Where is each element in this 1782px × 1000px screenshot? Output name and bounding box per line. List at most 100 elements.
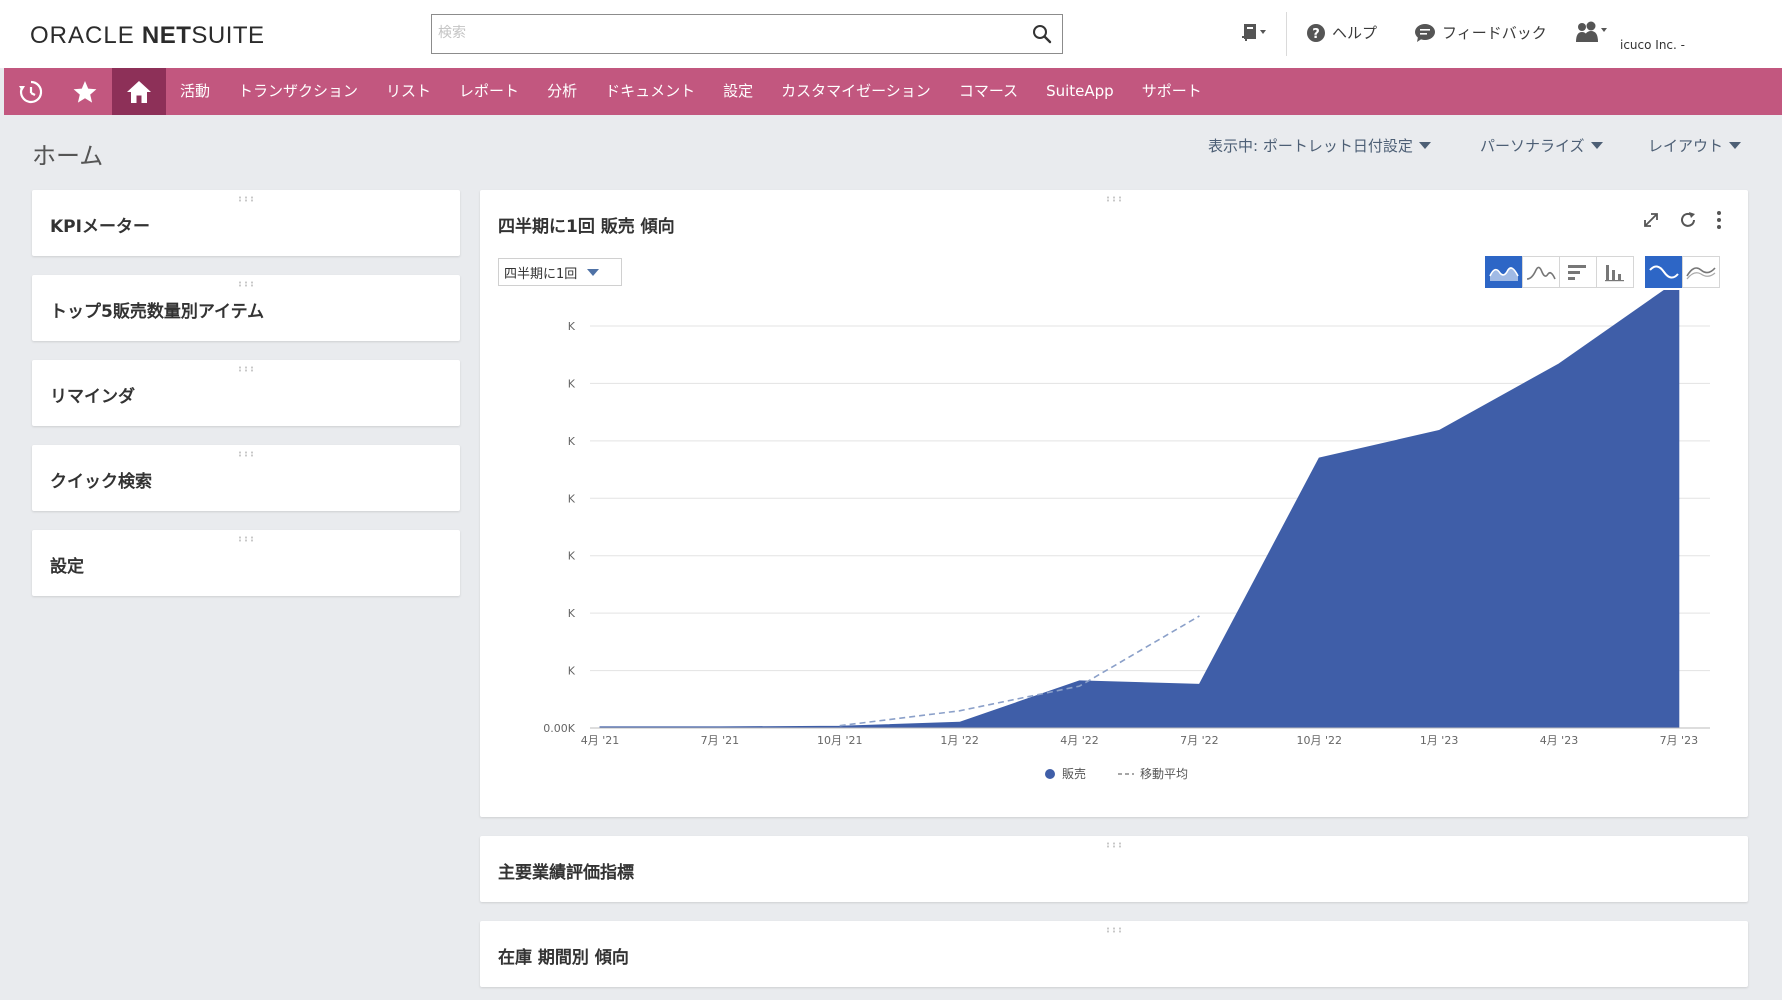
nav-suiteapp[interactable]: SuiteApp (1046, 82, 1114, 100)
help-label: ヘルプ (1332, 24, 1378, 42)
bar-horizontal-button[interactable] (1559, 256, 1597, 288)
y-tick-label: K (568, 665, 576, 678)
main-nav-bar: 活動 トランザクション リスト レポート 分析 ドキュメント 設定 カスタマイゼ… (4, 68, 1782, 115)
period-select-value: 四半期に1回 (504, 266, 578, 282)
portlet-title: トップ5販売数量別アイテム (50, 302, 265, 322)
bar-vertical-button[interactable] (1596, 256, 1634, 288)
search-icon[interactable] (1032, 24, 1052, 44)
nav-transactions[interactable]: トランザクション (238, 82, 359, 100)
global-search-input[interactable] (432, 15, 1012, 51)
page-title: ホーム (32, 142, 104, 170)
nav-analytics[interactable]: 分析 (547, 82, 578, 100)
portlet-sales-trend: 四半期に1回 販売 傾向 四半期に1回 (480, 190, 1748, 817)
y-tick-label: K (568, 607, 576, 620)
recent-records-menu[interactable] (1240, 22, 1270, 44)
role-menu[interactable] (1574, 20, 1610, 44)
portlet-kpi[interactable]: 主要業績評価指標 (480, 836, 1748, 902)
portlet-title: KPIメーター (50, 217, 150, 237)
caret-down-icon (587, 268, 600, 276)
view-date-settings-label: 表示中: ポートレット日付設定 (1208, 137, 1413, 155)
company-name: icuco Inc. - (1620, 38, 1685, 52)
expand-icon[interactable] (1642, 211, 1660, 229)
smooth-area-button[interactable] (1682, 256, 1720, 288)
portlet-title: クイック検索 (50, 472, 152, 492)
feedback-label: フィードバック (1442, 24, 1547, 42)
view-date-settings-menu[interactable]: 表示中: ポートレット日付設定 (1208, 135, 1431, 156)
drag-handle-icon[interactable] (1105, 927, 1123, 933)
nav-customization[interactable]: カスタマイゼーション (781, 82, 931, 100)
star-icon (73, 80, 97, 103)
line-chart-button[interactable] (1522, 256, 1560, 288)
legend-sales-label: 販売 (1062, 766, 1086, 781)
portlet-title: 在庫 期間別 傾向 (498, 948, 629, 968)
refresh-icon[interactable] (1678, 210, 1698, 230)
x-tick-label: 1月 '23 (1420, 734, 1459, 747)
y-tick-label: K (568, 492, 576, 505)
nav-commerce[interactable]: コマース (958, 82, 1019, 100)
svg-text:?: ? (1312, 27, 1320, 42)
home-icon (127, 80, 151, 103)
more-options-icon[interactable] (1716, 210, 1722, 230)
portlet-title: 設定 (50, 557, 84, 577)
nav-setup[interactable]: 設定 (723, 82, 754, 100)
area-chart-button[interactable] (1485, 256, 1523, 288)
portlet-toolbar (1642, 210, 1722, 230)
x-tick-label: 4月 '23 (1540, 734, 1579, 747)
caret-down-icon (1418, 142, 1431, 149)
header-divider (1286, 12, 1287, 56)
help-link[interactable]: ? ヘルプ (1306, 22, 1377, 43)
x-tick-label: 10月 '21 (817, 734, 863, 747)
feedback-link[interactable]: フィードバック (1414, 22, 1547, 43)
portlet-title: 主要業績評価指標 (498, 863, 634, 883)
caret-down-icon (1590, 142, 1603, 149)
portlet-title: リマインダ (50, 387, 135, 407)
drag-handle-icon[interactable] (237, 281, 255, 287)
column-chart-icon (1605, 265, 1624, 282)
drag-handle-icon[interactable] (1105, 196, 1123, 202)
personalize-label: パーソナライズ (1480, 137, 1585, 155)
nav-activities[interactable]: 活動 (180, 82, 211, 100)
y-tick-label: 0.00K (543, 722, 575, 735)
nav-lists[interactable]: リスト (386, 82, 432, 100)
home-button[interactable] (112, 68, 166, 115)
history-icon (19, 80, 43, 103)
horizontal-bar-chart-icon (1568, 265, 1586, 280)
caret-down-icon (1729, 142, 1742, 149)
line-chart-icon (1526, 266, 1556, 280)
layout-label: レイアウト (1648, 137, 1724, 155)
nav-reports[interactable]: レポート (459, 82, 520, 100)
x-tick-label: 1月 '22 (940, 734, 979, 747)
global-search-box (431, 14, 1063, 54)
drag-handle-icon[interactable] (237, 196, 255, 202)
y-tick-label: K (568, 435, 576, 448)
drag-handle-icon[interactable] (237, 366, 255, 372)
new-record-icon (1242, 24, 1266, 41)
portlet-reminders[interactable]: リマインダ (32, 360, 460, 426)
chart-type-switcher (1485, 256, 1720, 288)
nav-documents[interactable]: ドキュメント (605, 82, 696, 100)
smooth-line-button[interactable] (1645, 256, 1683, 288)
portlet-settings[interactable]: 設定 (32, 530, 460, 596)
drag-handle-icon[interactable] (1105, 842, 1123, 848)
drag-handle-icon[interactable] (237, 451, 255, 457)
layout-menu[interactable]: レイアウト (1648, 135, 1742, 156)
drag-handle-icon[interactable] (237, 536, 255, 542)
portlet-top5-items[interactable]: トップ5販売数量別アイテム (32, 275, 460, 341)
personalize-menu[interactable]: パーソナライズ (1480, 135, 1603, 156)
y-tick-label: K (568, 550, 576, 563)
period-select[interactable]: 四半期に1回 (498, 258, 622, 286)
smooth-wave-icon (1686, 267, 1716, 280)
top-header: ORACLE NETSUITE ? ヘルプ (0, 0, 1782, 68)
nav-support[interactable]: サポート (1141, 82, 1202, 100)
netsuite-logo[interactable]: ORACLE NETSUITE (30, 22, 265, 49)
shortcuts-button[interactable] (58, 68, 112, 115)
x-tick-label: 4月 '21 (581, 734, 620, 747)
recent-records-button[interactable] (4, 68, 58, 115)
x-tick-label: 7月 '22 (1180, 734, 1219, 747)
portlet-kpi-meter[interactable]: KPIメーター (32, 190, 460, 256)
smooth-curve-icon (1649, 265, 1679, 279)
area-chart-icon (1489, 267, 1519, 281)
portlet-inventory-trend[interactable]: 在庫 期間別 傾向 (480, 921, 1748, 987)
portlet-quick-search[interactable]: クイック検索 (32, 445, 460, 511)
x-tick-label: 4月 '22 (1060, 734, 1099, 747)
